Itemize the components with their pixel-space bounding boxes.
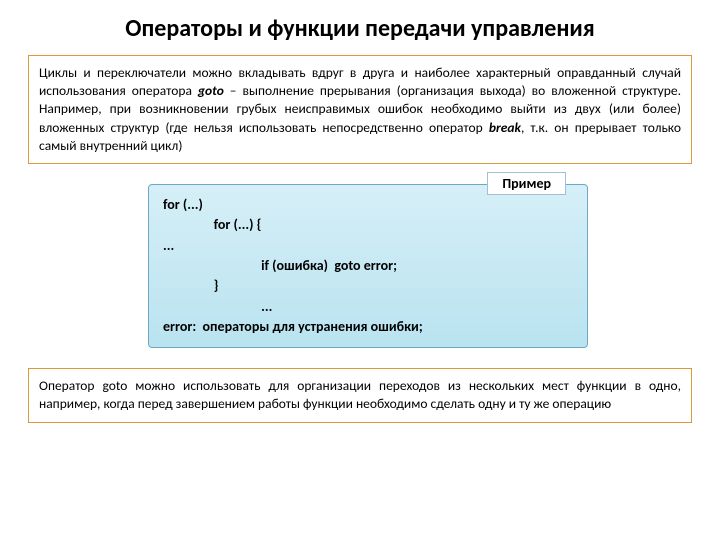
- code-box: for (...) for (...) { ... if (ошибка) go…: [148, 184, 588, 348]
- footer-goto: goto: [102, 377, 127, 394]
- code-line: for (...) {: [163, 215, 573, 235]
- code-line: for (...): [163, 195, 573, 215]
- intro-goto: goto: [198, 82, 224, 99]
- intro-break: break: [489, 119, 521, 136]
- intro-box: Циклы и переключатели можно вкладывать в…: [28, 55, 692, 164]
- code-line: if (ошибка) goto error;: [163, 256, 573, 276]
- example-label: Пример: [487, 172, 566, 195]
- example-container: Пример for (...) for (...) { ... if (оши…: [148, 184, 588, 348]
- page-title: Операторы и функции передачи управления: [28, 14, 692, 43]
- code-line: ...: [163, 236, 573, 256]
- footer-text-1: Оператор: [39, 377, 102, 394]
- footer-text-2: можно использовать для организации перех…: [39, 377, 681, 412]
- code-line: }: [163, 276, 573, 296]
- code-line: error: операторы для устранения ошибки;: [163, 317, 573, 337]
- footer-box: Оператор goto можно использовать для орг…: [28, 368, 692, 422]
- code-line: ...: [163, 297, 573, 317]
